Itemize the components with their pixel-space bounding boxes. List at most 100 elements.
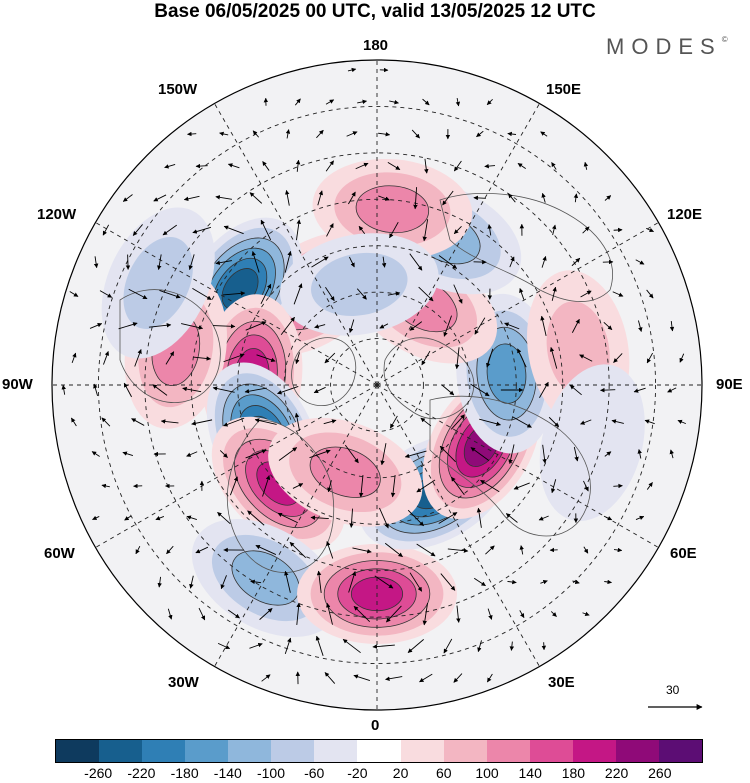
wind-arrow bbox=[387, 291, 401, 296]
wind-arrow bbox=[603, 321, 613, 331]
wind-arrow bbox=[404, 450, 427, 459]
colorbar-tick-label: -60 bbox=[304, 765, 325, 781]
colorbar-segment bbox=[314, 740, 358, 762]
colorbar-tick-label: -180 bbox=[170, 765, 199, 781]
wind-arrow bbox=[93, 383, 99, 397]
wind-arrow bbox=[583, 161, 589, 170]
wind-arrow bbox=[441, 384, 455, 396]
colorbar-tick-label: 100 bbox=[475, 765, 499, 781]
colorbar-tick-label: -20 bbox=[347, 765, 368, 781]
wind-arrow bbox=[347, 191, 356, 205]
wind-arrow bbox=[438, 512, 458, 524]
reference-vector-label: 30 bbox=[666, 683, 680, 697]
wind-arrow bbox=[507, 579, 517, 585]
wind-arrow bbox=[389, 99, 399, 105]
wind-arrow bbox=[486, 99, 493, 105]
anomaly-contour bbox=[311, 252, 408, 316]
wind-arrow bbox=[255, 544, 277, 556]
wind-arrow bbox=[153, 194, 167, 202]
graticule bbox=[52, 60, 702, 710]
wind-arrow bbox=[324, 352, 336, 364]
wind-arrow bbox=[519, 288, 525, 300]
wind-arrow bbox=[295, 159, 301, 172]
wind-arrow bbox=[152, 384, 168, 396]
wind-arrow bbox=[181, 323, 204, 330]
colorbar-tick-label: 180 bbox=[561, 765, 586, 781]
colorbar bbox=[55, 739, 703, 763]
wind-arrow bbox=[296, 602, 301, 625]
wind-arrow bbox=[277, 512, 298, 524]
wind-arrow bbox=[284, 189, 290, 206]
wind-arrow bbox=[422, 219, 429, 242]
colorbar-tick-label: 220 bbox=[604, 765, 629, 781]
lon-label-90e: 90E bbox=[716, 376, 743, 393]
wind-arrow bbox=[292, 483, 304, 489]
wind-arrow bbox=[379, 323, 389, 329]
wind-arrow bbox=[294, 98, 301, 106]
wind-arrow bbox=[421, 350, 431, 366]
wind-arrow bbox=[99, 290, 113, 298]
wind-arrow bbox=[603, 515, 613, 521]
wind-arrow bbox=[418, 286, 434, 302]
colorbar-segment bbox=[529, 740, 573, 762]
wind-arrow bbox=[440, 573, 456, 591]
wind-arrow bbox=[122, 194, 133, 202]
lon-label-90w: 90W bbox=[2, 376, 33, 393]
wind-arrow bbox=[637, 320, 643, 332]
wind-arrow bbox=[256, 354, 276, 363]
wind-arrow bbox=[71, 352, 77, 364]
wind-arrow bbox=[479, 418, 501, 426]
wind-arrow bbox=[284, 250, 292, 273]
wind-arrow bbox=[217, 642, 231, 650]
wind-arrow bbox=[573, 446, 579, 462]
wind-arrow bbox=[101, 483, 110, 489]
wind-arrow bbox=[327, 480, 332, 493]
wind-arrow bbox=[118, 322, 138, 330]
wind-arrow bbox=[508, 444, 515, 465]
wind-arrow bbox=[157, 254, 162, 271]
wind-arrow bbox=[317, 190, 323, 206]
wind-arrow bbox=[539, 381, 549, 398]
wind-arrow bbox=[131, 418, 145, 426]
colorbar-tick-label: 140 bbox=[518, 765, 542, 781]
wind-arrow bbox=[316, 129, 324, 139]
wind-arrow bbox=[347, 67, 357, 73]
wind-arrow bbox=[387, 161, 401, 171]
wind-arrow bbox=[212, 324, 236, 329]
lon-label-180: 180 bbox=[363, 37, 389, 54]
wind-arrow bbox=[193, 356, 212, 361]
anomaly-center bbox=[539, 364, 645, 522]
wind-arrow bbox=[186, 451, 198, 457]
lon-label-120w: 120W bbox=[37, 206, 77, 223]
colorbar-segment bbox=[56, 740, 100, 762]
colorbar-segment bbox=[658, 740, 702, 762]
wind-arrow bbox=[325, 160, 334, 172]
meridian bbox=[376, 384, 540, 667]
colorbar-tick-label: -260 bbox=[84, 765, 113, 781]
wind-arrow bbox=[667, 387, 677, 393]
wind-arrow bbox=[519, 610, 525, 619]
wind-arrow bbox=[646, 482, 653, 490]
wind-arrow bbox=[582, 611, 590, 616]
map-disc bbox=[52, 60, 702, 710]
wind-arrow bbox=[326, 541, 334, 559]
colorbar-tick-label: -100 bbox=[256, 765, 286, 781]
wind-arrow bbox=[505, 513, 518, 523]
wind-arrow bbox=[582, 226, 590, 234]
wind-arrow bbox=[390, 475, 396, 498]
wind-arrow bbox=[540, 315, 547, 336]
wind-arrow bbox=[439, 445, 456, 463]
wind-arrow bbox=[284, 637, 292, 655]
wind-arrow bbox=[389, 221, 399, 239]
wind-arrow bbox=[379, 507, 389, 529]
wind-arrow bbox=[509, 641, 515, 651]
colorbar-tick-label: 60 bbox=[436, 765, 452, 781]
wind-arrow bbox=[456, 605, 461, 623]
wind-arrow bbox=[485, 545, 495, 555]
wind-arrow bbox=[358, 225, 366, 235]
wind-arrow bbox=[579, 354, 593, 362]
wind-arrow bbox=[192, 226, 212, 234]
colorbar-segment bbox=[615, 740, 659, 762]
wind-arrow bbox=[295, 352, 300, 365]
wind-arrow bbox=[280, 316, 295, 336]
